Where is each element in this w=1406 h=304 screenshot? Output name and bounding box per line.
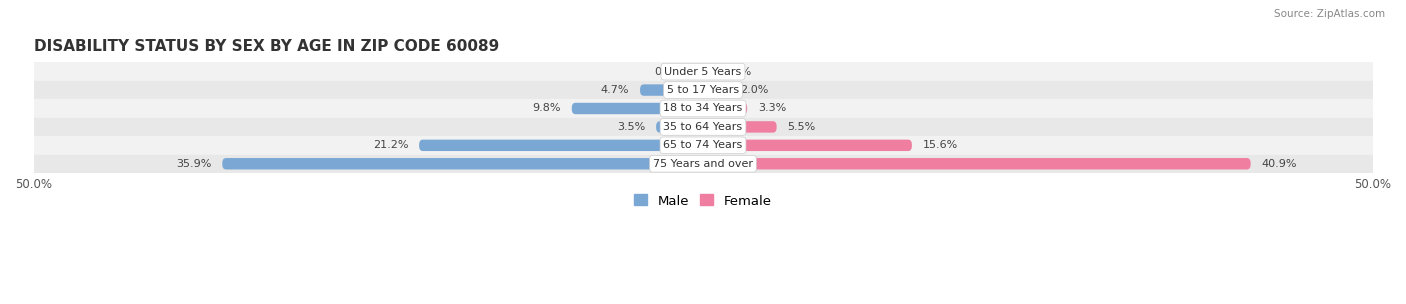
Bar <box>34 81 1372 99</box>
FancyBboxPatch shape <box>703 121 776 133</box>
Text: 3.5%: 3.5% <box>617 122 645 132</box>
Text: 15.6%: 15.6% <box>922 140 957 150</box>
FancyBboxPatch shape <box>572 103 703 114</box>
FancyBboxPatch shape <box>657 121 703 133</box>
Text: 35 to 64 Years: 35 to 64 Years <box>664 122 742 132</box>
Bar <box>34 136 1372 154</box>
FancyBboxPatch shape <box>703 84 730 96</box>
Text: 18 to 34 Years: 18 to 34 Years <box>664 103 742 113</box>
Bar <box>34 118 1372 136</box>
FancyBboxPatch shape <box>640 84 703 96</box>
Text: 2.0%: 2.0% <box>741 85 769 95</box>
Text: 4.7%: 4.7% <box>600 85 630 95</box>
Text: 5 to 17 Years: 5 to 17 Years <box>666 85 740 95</box>
FancyBboxPatch shape <box>703 140 912 151</box>
Text: 0.0%: 0.0% <box>655 67 683 77</box>
Text: 75 Years and over: 75 Years and over <box>652 159 754 169</box>
Bar <box>34 99 1372 118</box>
Text: 3.3%: 3.3% <box>758 103 786 113</box>
FancyBboxPatch shape <box>419 140 703 151</box>
Text: DISABILITY STATUS BY SEX BY AGE IN ZIP CODE 60089: DISABILITY STATUS BY SEX BY AGE IN ZIP C… <box>34 39 499 54</box>
FancyBboxPatch shape <box>703 158 1251 169</box>
Bar <box>34 154 1372 173</box>
Bar <box>34 62 1372 81</box>
FancyBboxPatch shape <box>222 158 703 169</box>
Text: 65 to 74 Years: 65 to 74 Years <box>664 140 742 150</box>
Text: 5.5%: 5.5% <box>787 122 815 132</box>
Text: Under 5 Years: Under 5 Years <box>665 67 741 77</box>
Text: Source: ZipAtlas.com: Source: ZipAtlas.com <box>1274 9 1385 19</box>
Text: 35.9%: 35.9% <box>176 159 211 169</box>
FancyBboxPatch shape <box>703 103 747 114</box>
Legend: Male, Female: Male, Female <box>628 189 778 213</box>
Text: 21.2%: 21.2% <box>373 140 408 150</box>
Text: 9.8%: 9.8% <box>533 103 561 113</box>
Text: 40.9%: 40.9% <box>1261 159 1296 169</box>
Text: 0.0%: 0.0% <box>723 67 751 77</box>
